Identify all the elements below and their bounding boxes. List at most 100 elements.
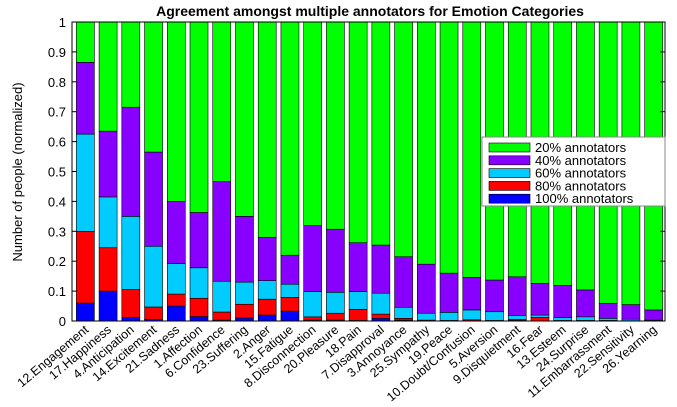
- bar-segment-3: [485, 279, 504, 313]
- y-tick-label: 0.4: [48, 194, 66, 209]
- bar-segment-2: [212, 280, 232, 313]
- y-tick-label: 1: [59, 15, 66, 30]
- bar-segment-2: [462, 309, 482, 321]
- bar-segment-3: [417, 263, 436, 314]
- bar-segment-3: [144, 151, 163, 247]
- bar-segment-3: [598, 303, 618, 319]
- bar-segment-2: [76, 133, 95, 232]
- bar-segment-1: [371, 313, 391, 319]
- bar-segment-1: [121, 289, 141, 318]
- bar-segment-3: [394, 256, 413, 308]
- y-tick-label: 0.9: [48, 45, 66, 60]
- legend-label: 60% annotators: [535, 166, 627, 181]
- bar-segment-2: [394, 306, 413, 319]
- bar-segment-3: [303, 225, 322, 292]
- bar-segment-4: [417, 21, 436, 265]
- bar-segment-3: [235, 216, 254, 283]
- bar-segment-2: [166, 263, 186, 295]
- bar-segment-4: [348, 21, 368, 243]
- bar-segment-3: [98, 130, 118, 198]
- bar-segment-4: [189, 21, 209, 213]
- bar-segment-2: [98, 196, 118, 249]
- legend-swatch: [488, 155, 531, 166]
- bar-segment-1: [212, 311, 232, 321]
- bar-segment-2: [121, 216, 141, 290]
- bar-segment-2: [348, 291, 368, 310]
- bar-segment-2: [303, 291, 322, 318]
- bar-segment-1: [144, 306, 163, 320]
- y-tick-label: 0.7: [48, 105, 66, 120]
- bar-segment-2: [326, 291, 345, 314]
- bar-segment-4: [235, 21, 254, 217]
- y-tick-label: 0.8: [48, 75, 66, 90]
- bar-segment-3: [530, 283, 550, 316]
- bar-segment-2: [280, 283, 300, 298]
- bar-segment-3: [348, 242, 368, 292]
- bar-segment-4: [166, 21, 186, 202]
- bar-segment-3: [439, 272, 459, 313]
- bar-segment-4: [98, 21, 118, 132]
- bar-segment-2: [144, 245, 163, 308]
- bar-segment-4: [280, 21, 300, 256]
- bar-segment-3: [166, 201, 186, 264]
- bar-segment-0: [280, 310, 300, 322]
- bar-segment-2: [371, 292, 391, 315]
- bar-segment-4: [76, 21, 95, 63]
- bar-segment-3: [553, 285, 573, 318]
- bar-segment-4: [144, 21, 163, 153]
- bar-segment-4: [326, 21, 345, 230]
- bar-segment-1: [326, 312, 345, 321]
- bar-segment-0: [189, 316, 209, 322]
- bar-segment-4: [439, 21, 459, 274]
- legend-swatch: [488, 181, 531, 191]
- legend-label: 100% annotators: [535, 191, 634, 206]
- y-tick-label: 0.3: [48, 224, 66, 239]
- bar-segment-3: [576, 289, 595, 318]
- bar-segment-1: [303, 316, 322, 321]
- bar-segment-1: [98, 247, 118, 292]
- bar-segment-1: [257, 298, 277, 316]
- bar-segment-3: [462, 277, 482, 311]
- bar-segment-2: [189, 267, 209, 299]
- bar-segment-3: [507, 276, 527, 316]
- bar-segment-2: [553, 317, 573, 321]
- bar-segment-1: [280, 297, 300, 312]
- bar-segment-2: [530, 314, 550, 318]
- legend-label: 40% annotators: [535, 153, 627, 168]
- bar-segment-2: [417, 312, 436, 321]
- bar-segment-3: [280, 254, 300, 285]
- bar-segment-1: [166, 293, 186, 307]
- bar-segment-0: [121, 317, 141, 322]
- legend-label: 80% annotators: [535, 178, 627, 193]
- y-tick-label: 0.2: [48, 254, 66, 269]
- bar-segment-2: [598, 318, 618, 321]
- y-tick-label: 0: [59, 314, 66, 329]
- bar-segment-0: [76, 302, 95, 322]
- bar-segment-1: [189, 297, 209, 317]
- bar-segment-0: [257, 314, 277, 322]
- bar-segment-1: [530, 317, 550, 322]
- bar-segment-2: [576, 316, 595, 321]
- legend-swatch: [488, 142, 531, 153]
- bar-segment-3: [189, 212, 209, 269]
- bar-segment-3: [621, 304, 641, 320]
- bar-segment-4: [394, 21, 413, 258]
- bar-segment-3: [326, 228, 345, 293]
- bar-segment-4: [462, 21, 482, 278]
- bar-segment-4: [257, 21, 277, 238]
- chart-title: Agreement amongst multiple annotators fo…: [156, 3, 584, 19]
- bar-segment-0: [166, 305, 186, 322]
- bar-segment-4: [121, 21, 141, 108]
- bar-segment-0: [98, 290, 118, 322]
- bar-segment-3: [257, 236, 277, 281]
- legend-swatch: [488, 168, 531, 178]
- legend-swatch: [488, 193, 531, 204]
- bar-segment-3: [644, 309, 663, 321]
- bar-segment-2: [507, 315, 527, 320]
- bar-segment-2: [257, 280, 277, 300]
- bar-segment-3: [121, 106, 141, 217]
- bar-segment-4: [303, 21, 322, 226]
- bar-segment-4: [371, 21, 391, 246]
